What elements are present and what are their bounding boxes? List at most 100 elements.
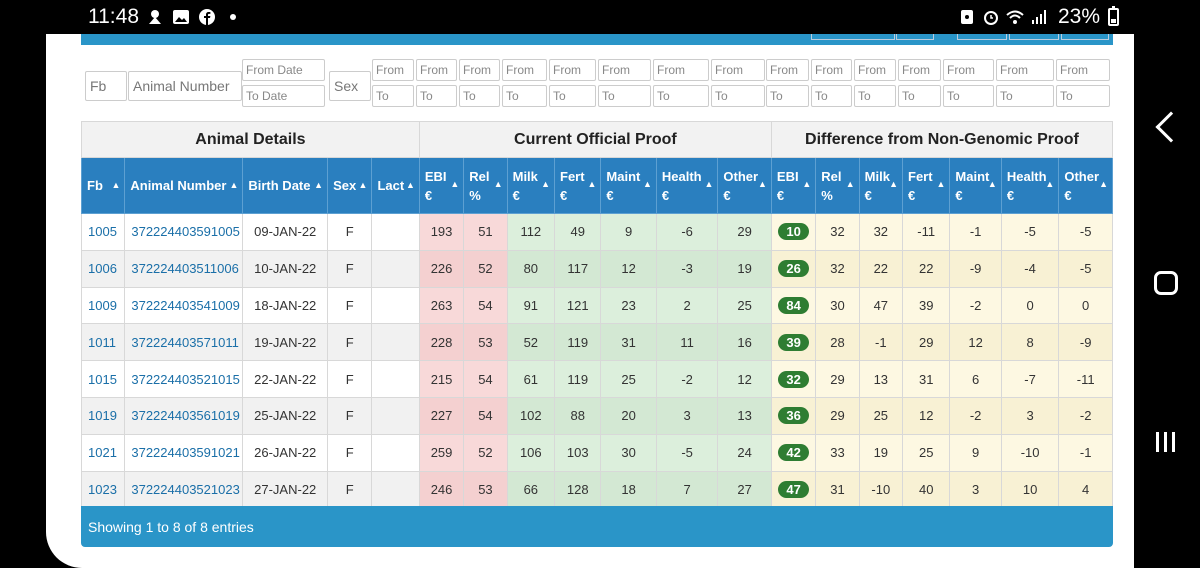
from-range-filter-input[interactable]: From <box>766 59 809 81</box>
column-header[interactable]: Maint € ▲ <box>600 157 657 214</box>
animal-number-filter-input[interactable]: Animal Number <box>128 71 242 101</box>
to-range-filter-input[interactable]: To <box>502 85 547 107</box>
from-range-filter-input[interactable]: From <box>898 59 941 81</box>
from-range-filter-input[interactable]: From <box>711 59 765 81</box>
sex-filter-input[interactable]: Sex <box>329 71 371 101</box>
recent-apps-icon[interactable] <box>1156 432 1175 452</box>
column-header[interactable]: Rel% ▲ <box>463 157 508 214</box>
sort-arrow-icon[interactable]: ▲ <box>450 179 460 189</box>
to-range-filter-input[interactable]: To <box>854 85 896 107</box>
sort-arrow-icon[interactable]: ▲ <box>987 179 997 189</box>
sort-arrow-icon[interactable]: ▲ <box>587 179 597 189</box>
column-header[interactable]: Fert € ▲ <box>554 157 602 214</box>
column-header[interactable]: Animal Number ▲ <box>124 157 244 214</box>
sort-arrow-icon[interactable]: ▲ <box>642 179 652 189</box>
column-header[interactable]: Maint € ▲ <box>949 157 1002 214</box>
from-range-filter-input[interactable]: From <box>459 59 500 81</box>
sort-arrow-icon[interactable]: ▲ <box>704 179 714 189</box>
table-row[interactable]: 1019 372224403561019 25-JAN-22 F 227 54 102 88 2… <box>80 396 1113 435</box>
column-header[interactable]: Fert € ▲ <box>901 157 951 214</box>
to-range-filter-input[interactable]: To <box>996 85 1054 107</box>
animal-number-link[interactable]: 372224403591021 <box>124 433 244 472</box>
from-date-filter-input[interactable]: From Date <box>242 59 325 81</box>
fb-link[interactable]: 1009 <box>80 286 126 325</box>
column-header[interactable]: Lact ▲ <box>371 157 420 214</box>
fb-filter-input[interactable]: Fb <box>85 71 127 101</box>
toolbar-control[interactable] <box>896 34 934 40</box>
to-range-filter-input[interactable]: To <box>372 85 414 107</box>
back-icon[interactable] <box>1155 111 1187 143</box>
from-range-filter-input[interactable]: From <box>549 59 596 81</box>
animal-number-link[interactable]: 372224403521015 <box>124 360 244 398</box>
column-header[interactable]: Milk € ▲ <box>858 157 904 214</box>
to-range-filter-input[interactable]: To <box>943 85 994 107</box>
column-header[interactable]: Birth Date ▲ <box>242 157 329 214</box>
sort-arrow-icon[interactable]: ▲ <box>802 179 812 189</box>
from-range-filter-input[interactable]: From <box>1056 59 1110 81</box>
from-range-filter-input[interactable]: From <box>653 59 709 81</box>
toolbar-control[interactable] <box>1061 34 1109 40</box>
column-header[interactable]: Other € ▲ <box>1058 157 1113 214</box>
toolbar-control[interactable] <box>957 34 1007 40</box>
from-range-filter-input[interactable]: From <box>502 59 547 81</box>
to-range-filter-input[interactable]: To <box>811 85 852 107</box>
column-header[interactable]: EBI € ▲ <box>418 157 465 214</box>
fb-link[interactable]: 1005 <box>80 213 126 251</box>
to-range-filter-input[interactable]: To <box>898 85 941 107</box>
table-row[interactable]: 1015 372224403521015 22-JAN-22 F 215 54 61 119 2… <box>80 360 1113 398</box>
column-header[interactable]: Milk € ▲ <box>506 157 556 214</box>
sort-arrow-icon[interactable]: ▲ <box>111 180 121 190</box>
to-range-filter-input[interactable]: To <box>598 85 651 107</box>
sort-arrow-icon[interactable]: ▲ <box>229 180 239 190</box>
from-range-filter-input[interactable]: From <box>943 59 994 81</box>
column-header[interactable]: Rel% ▲ <box>815 157 860 214</box>
sort-arrow-icon[interactable]: ▲ <box>541 179 551 189</box>
to-range-filter-input[interactable]: To <box>459 85 500 107</box>
table-row[interactable]: 1023 372224403521023 27-JAN-22 F 246 53 66 128 1… <box>80 470 1113 509</box>
to-range-filter-input[interactable]: To <box>766 85 809 107</box>
animal-number-link[interactable]: 372224403541009 <box>124 286 244 325</box>
sort-arrow-icon[interactable]: ▲ <box>757 179 767 189</box>
to-range-filter-input[interactable]: To <box>653 85 709 107</box>
from-range-filter-input[interactable]: From <box>372 59 414 81</box>
sort-arrow-icon[interactable]: ▲ <box>493 179 503 189</box>
to-range-filter-input[interactable]: To <box>711 85 765 107</box>
sort-arrow-icon[interactable]: ▲ <box>1045 179 1055 189</box>
column-header[interactable]: Health € ▲ <box>1000 157 1060 214</box>
column-header[interactable]: Other € ▲ <box>717 157 772 214</box>
column-header[interactable]: Health € ▲ <box>655 157 719 214</box>
to-date-filter-input[interactable]: To Date <box>242 85 325 107</box>
table-row[interactable]: 1009 372224403541009 18-JAN-22 F 263 54 91 121 2… <box>80 286 1113 325</box>
column-header[interactable]: Fb ▲ <box>80 157 126 214</box>
sort-arrow-icon[interactable]: ▲ <box>314 180 324 190</box>
animal-number-link[interactable]: 372224403521023 <box>124 470 244 509</box>
sort-arrow-icon[interactable]: ▲ <box>889 179 898 189</box>
from-range-filter-input[interactable]: From <box>811 59 852 81</box>
to-range-filter-input[interactable]: To <box>1056 85 1110 107</box>
home-icon[interactable] <box>1154 271 1178 295</box>
table-row[interactable]: 1011 372224403571011 19-JAN-22 F 228 53 52 119 3… <box>80 323 1113 362</box>
from-range-filter-input[interactable]: From <box>996 59 1054 81</box>
to-range-filter-input[interactable]: To <box>416 85 457 107</box>
animal-number-link[interactable]: 372224403591005 <box>124 213 244 251</box>
sort-arrow-icon[interactable]: ▲ <box>845 179 855 189</box>
fb-link[interactable]: 1023 <box>80 470 126 509</box>
from-range-filter-input[interactable]: From <box>598 59 651 81</box>
fb-link[interactable]: 1011 <box>80 323 126 362</box>
table-row[interactable]: 1005 372224403591005 09-JAN-22 F 193 51 112 49 9… <box>80 213 1113 251</box>
fb-link[interactable]: 1006 <box>80 249 126 288</box>
from-range-filter-input[interactable]: From <box>854 59 896 81</box>
table-row[interactable]: 1006 372224403511006 10-JAN-22 F 226 52 80 117 1… <box>80 249 1113 288</box>
fb-link[interactable]: 1021 <box>80 433 126 472</box>
column-header[interactable]: Sex ▲ <box>327 157 373 214</box>
to-range-filter-input[interactable]: To <box>549 85 596 107</box>
animal-number-link[interactable]: 372224403511006 <box>124 249 244 288</box>
fb-link[interactable]: 1015 <box>80 360 126 398</box>
sort-arrow-icon[interactable]: ▲ <box>358 180 368 190</box>
animal-number-link[interactable]: 372224403561019 <box>124 396 244 435</box>
column-header[interactable]: EBI € ▲ <box>770 157 817 214</box>
table-row[interactable]: 1021 372224403591021 26-JAN-22 F 259 52 106 103… <box>80 433 1113 472</box>
toolbar-control[interactable] <box>811 34 895 40</box>
sort-arrow-icon[interactable]: ▲ <box>1099 179 1108 189</box>
sort-arrow-icon[interactable]: ▲ <box>936 179 946 189</box>
